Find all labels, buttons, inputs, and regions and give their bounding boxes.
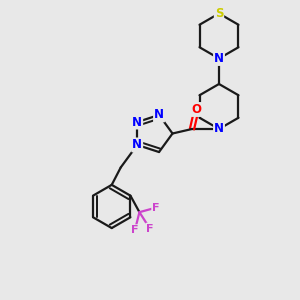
Text: N: N	[154, 109, 164, 122]
Text: N: N	[214, 52, 224, 65]
Text: F: F	[131, 225, 139, 235]
Text: S: S	[215, 7, 223, 20]
Text: F: F	[146, 224, 154, 234]
Text: N: N	[132, 116, 142, 128]
Text: N: N	[214, 122, 224, 136]
Text: O: O	[191, 103, 202, 116]
Text: N: N	[132, 139, 142, 152]
Text: F: F	[152, 203, 160, 213]
